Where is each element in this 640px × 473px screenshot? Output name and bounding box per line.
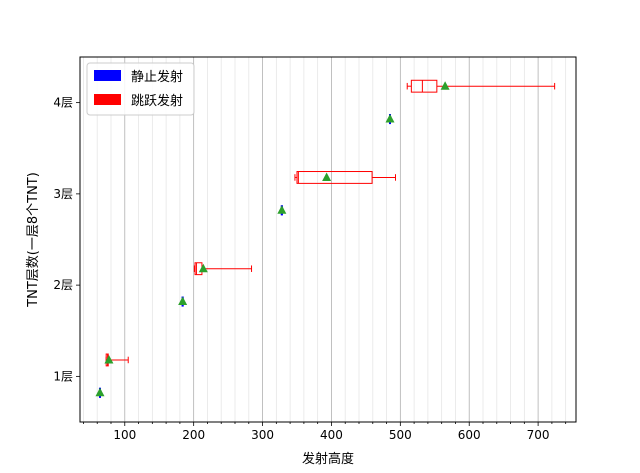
- y-tick-label: 1层: [53, 369, 73, 383]
- legend-label: 跳跃发射: [131, 93, 183, 109]
- x-tick-label: 400: [320, 428, 343, 442]
- axes: 100 200 300 400 500 600 700 1层 2层 3层 4层: [53, 96, 567, 442]
- legend-swatch: [94, 94, 121, 105]
- mean-markers: [95, 81, 450, 397]
- plot-area-frame: [79, 56, 577, 423]
- mean-marker: [104, 354, 114, 364]
- legend-swatch: [94, 70, 121, 81]
- x-tick-label: 500: [389, 428, 412, 442]
- x-tick-label: 100: [113, 428, 136, 442]
- y-tick-label: 3层: [53, 187, 73, 201]
- mean-marker: [198, 263, 208, 273]
- grid-lines: [83, 57, 567, 422]
- mean-marker: [385, 114, 395, 123]
- mean-marker: [178, 296, 188, 306]
- x-tick-label: 700: [527, 428, 550, 442]
- mean-marker: [277, 205, 287, 214]
- box-iqr: [410, 79, 438, 93]
- mean-marker: [440, 81, 450, 90]
- y-tick-label: 2层: [53, 278, 73, 292]
- x-tick-label: 200: [182, 428, 205, 442]
- mean-marker: [322, 172, 332, 181]
- legend-label: 静止发射: [131, 69, 183, 85]
- x-axis-title: 发射高度: [302, 451, 354, 467]
- boxplots: [98, 79, 556, 398]
- x-tick-label: 600: [458, 428, 481, 442]
- box-iqr: [296, 171, 373, 184]
- x-tick-label: 300: [251, 428, 274, 442]
- y-axis-title: TNT层数(一层8个TNT): [26, 172, 41, 308]
- y-tick-label: 4层: [53, 96, 73, 110]
- box-jump-4: [406, 79, 556, 93]
- box-jump-3: [294, 171, 397, 184]
- mean-marker: [95, 387, 105, 397]
